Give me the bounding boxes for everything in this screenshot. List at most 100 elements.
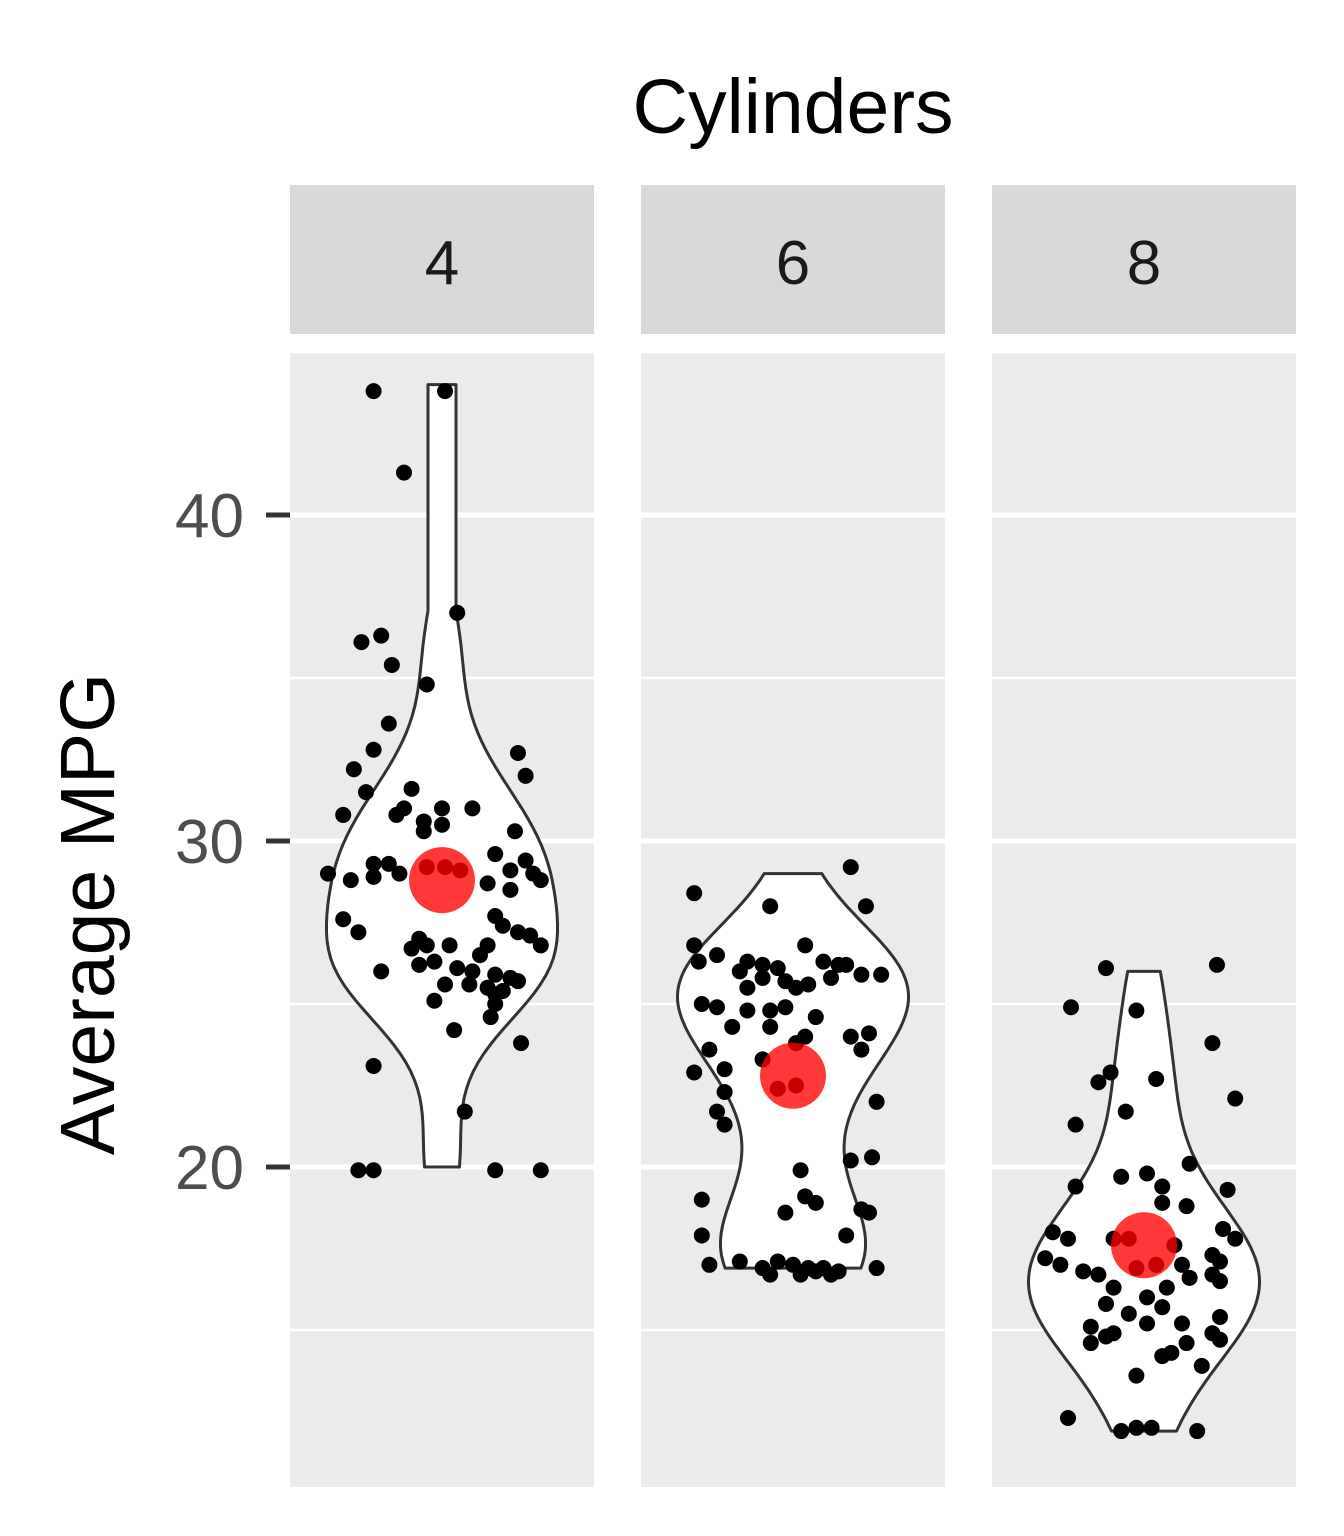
- data-point: [1067, 1116, 1084, 1133]
- data-point: [391, 865, 408, 882]
- data-point: [864, 1149, 881, 1166]
- facet-strip-label: 4: [425, 229, 459, 298]
- data-point: [1067, 1178, 1084, 1195]
- data-point: [731, 963, 748, 980]
- data-point: [1143, 1419, 1160, 1436]
- data-point: [792, 1266, 809, 1283]
- data-point: [1113, 1168, 1130, 1185]
- data-point: [506, 823, 523, 840]
- data-point: [769, 960, 786, 977]
- data-point: [1090, 1266, 1107, 1283]
- data-point: [709, 1103, 725, 1120]
- data-point: [1128, 1002, 1145, 1019]
- data-point: [335, 911, 352, 928]
- data-point: [513, 1035, 530, 1052]
- data-point: [502, 881, 519, 898]
- data-point: [701, 1041, 718, 1058]
- data-point: [502, 862, 519, 879]
- data-point: [358, 784, 374, 801]
- data-point: [1105, 1325, 1122, 1342]
- data-point: [739, 979, 756, 996]
- data-point: [1174, 1256, 1190, 1273]
- data-point: [1181, 1269, 1198, 1286]
- y-axis: 20 30 40: [175, 482, 290, 1203]
- data-point: [449, 960, 466, 977]
- data-point: [1219, 1181, 1236, 1198]
- data-point: [1139, 1315, 1156, 1332]
- data-point: [426, 992, 443, 1009]
- mean-marker: [409, 847, 475, 914]
- data-point: [510, 924, 526, 941]
- data-point: [403, 940, 420, 957]
- data-point: [754, 956, 771, 973]
- data-point: [830, 1263, 847, 1280]
- data-point: [335, 806, 352, 823]
- data-point: [1227, 1230, 1244, 1247]
- data-point: [396, 464, 412, 481]
- data-point: [365, 1162, 382, 1179]
- data-point: [1044, 1224, 1061, 1241]
- data-point: [365, 1057, 382, 1074]
- data-point: [762, 1002, 779, 1019]
- data-point: [510, 744, 526, 761]
- data-point: [701, 1256, 718, 1273]
- data-point: [426, 953, 443, 970]
- data-point: [1060, 1410, 1076, 1427]
- data-point: [1120, 1305, 1137, 1322]
- data-point: [1154, 1299, 1171, 1316]
- facet-strip-label: 8: [1127, 229, 1161, 298]
- data-point: [380, 715, 397, 732]
- data-point: [739, 1002, 756, 1019]
- data-point: [517, 767, 534, 784]
- chart-title: Cylinders: [633, 64, 954, 150]
- facet-strip: [641, 185, 945, 334]
- violin-shape: [1027, 969, 1261, 1433]
- y-tick-label: 40: [175, 482, 244, 551]
- data-point: [1060, 1230, 1076, 1247]
- data-point: [716, 1116, 733, 1133]
- facet-strip: [992, 185, 1296, 334]
- data-point: [1102, 1064, 1119, 1081]
- data-point: [1215, 1220, 1232, 1237]
- y-tick-label: 30: [175, 808, 244, 877]
- data-point: [479, 875, 496, 892]
- data-point: [517, 852, 534, 869]
- data-point: [482, 1009, 499, 1026]
- data-point: [1154, 1194, 1171, 1211]
- data-point: [487, 966, 504, 983]
- data-point: [868, 1260, 885, 1277]
- data-point: [434, 816, 450, 833]
- data-point: [510, 973, 526, 990]
- data-point: [861, 1204, 877, 1221]
- data-point: [762, 1018, 779, 1035]
- data-point: [716, 1061, 733, 1078]
- data-point: [690, 953, 707, 970]
- data-point: [1181, 1155, 1198, 1172]
- data-point: [777, 1204, 794, 1221]
- data-point: [1189, 1423, 1206, 1440]
- data-point: [788, 979, 805, 996]
- data-point: [342, 872, 359, 889]
- data-point: [383, 656, 400, 673]
- data-point: [472, 947, 488, 964]
- data-point: [1063, 999, 1080, 1016]
- data-point: [487, 996, 504, 1012]
- data-point: [373, 627, 390, 644]
- data-point: [532, 937, 549, 954]
- data-point: [868, 1093, 885, 1110]
- data-point: [1128, 1419, 1145, 1436]
- data-point: [800, 976, 817, 993]
- data-point: [686, 937, 703, 954]
- data-point: [693, 1191, 710, 1208]
- facet-strip: [290, 185, 594, 334]
- data-point: [709, 999, 725, 1016]
- data-point: [693, 1227, 710, 1244]
- data-point: [1193, 1357, 1210, 1374]
- data-point: [437, 383, 454, 400]
- mean-marker: [760, 1042, 826, 1109]
- data-point: [353, 634, 370, 651]
- data-point: [1178, 1198, 1195, 1215]
- data-point: [686, 1064, 703, 1081]
- data-point: [487, 846, 504, 863]
